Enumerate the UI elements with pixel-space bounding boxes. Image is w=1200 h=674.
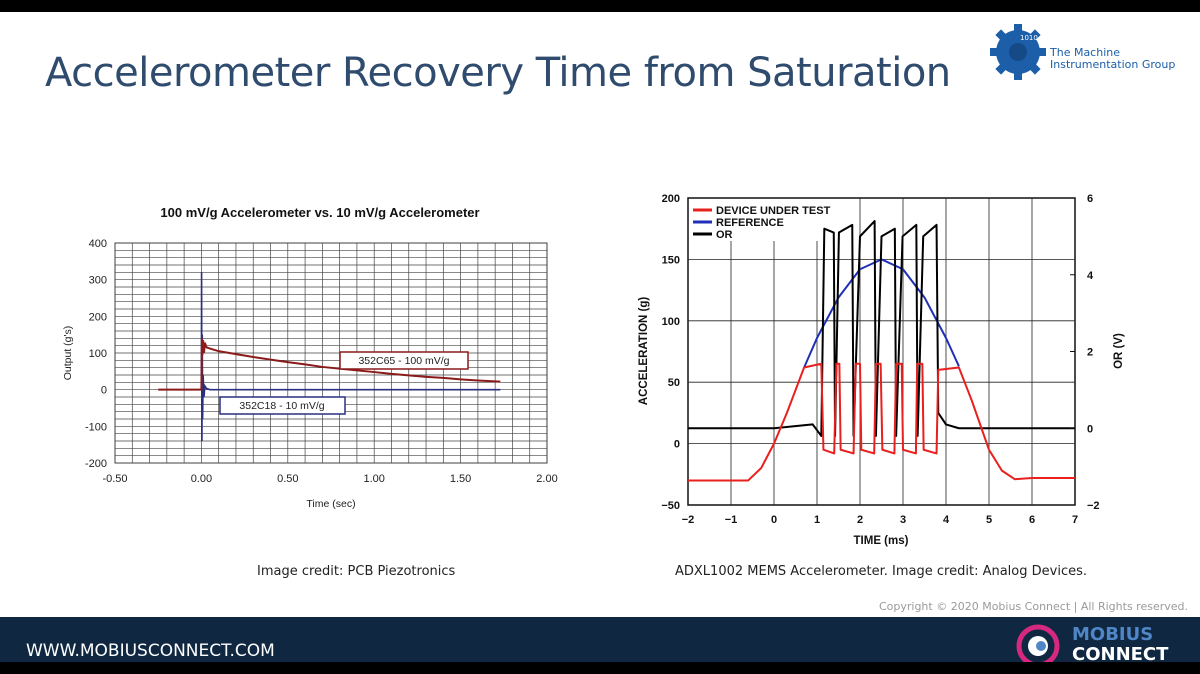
slide-title: Accelerometer Recovery Time from Saturat… (45, 50, 951, 96)
x-tick-label: 0.00 (191, 473, 212, 485)
y-tick-label: 200 (89, 311, 107, 323)
left-chart-xlabel: Time (sec) (306, 498, 355, 510)
mobius-connect-logo: MOBIUS CONNECT (1014, 622, 1194, 668)
y2-tick-label: 0 (1087, 423, 1093, 435)
series-line-or (688, 220, 1075, 437)
y-tick-label: 300 (89, 275, 107, 287)
x-tick-label: 4 (943, 514, 950, 526)
x-tick-label: 2 (857, 514, 863, 526)
logo-binary: 1010 01011 (1020, 34, 1063, 42)
right-chart-xlabel: TIME (ms) (854, 535, 909, 547)
gear-icon (990, 24, 1046, 80)
y-tick-label: 150 (662, 254, 680, 266)
y-tick-label: −50 (661, 500, 680, 512)
logo-line2: Instrumentation Group (1050, 58, 1176, 71)
right-chart-y2label: OR (V) (1113, 333, 1125, 369)
x-tick-label: 3 (900, 514, 906, 526)
y-tick-label: 400 (89, 238, 107, 250)
left-chart: 100 mV/g Accelerometer vs. 10 mV/g Accel… (62, 205, 558, 510)
caption-left: Image credit: PCB Piezotronics (257, 564, 456, 579)
x-tick-label: 6 (1029, 514, 1035, 526)
legend-label: REFERENCE (716, 217, 784, 229)
series-label-352c65: 352C65 - 100 mV/g (358, 355, 449, 367)
series-line-device-under-test (688, 362, 1075, 482)
y2-tick-label: 2 (1087, 347, 1093, 359)
y2-tick-label: 4 (1087, 270, 1094, 282)
x-tick-label: -0.50 (102, 473, 127, 485)
top-black-bar (0, 0, 1200, 12)
mobius-logo-line1: MOBIUS (1072, 624, 1154, 645)
x-tick-label: 1.50 (450, 473, 471, 485)
label-box-352c65 (339, 351, 469, 370)
right-chart-ylabel: ACCELERATION (g) (638, 297, 650, 406)
y-tick-label: 200 (662, 193, 680, 205)
mobius-logo-line2: CONNECT (1072, 644, 1169, 665)
x-tick-label: 1.00 (363, 473, 384, 485)
left-chart-title: 100 mV/g Accelerometer vs. 10 mV/g Accel… (160, 205, 479, 220)
legend-label: OR (716, 229, 733, 241)
logo-line1: The Machine (1050, 46, 1121, 59)
footer-url[interactable]: WWW.MOBIUSCONNECT.COM (26, 641, 275, 661)
y2-tick-label: −2 (1087, 500, 1100, 512)
caption-right: ADXL1002 MEMS Accelerometer. Image credi… (675, 564, 1087, 579)
y-tick-label: 50 (668, 377, 680, 389)
machine-instrumentation-group-logo: 1010 01011 The Machine Instrumentation G… (988, 22, 1193, 82)
y-tick-label: 100 (89, 348, 107, 360)
x-tick-label: 5 (986, 514, 992, 526)
series-label-352c18: 352C18 - 10 mV/g (239, 400, 324, 412)
legend-label: DEVICE UNDER TEST (716, 205, 831, 217)
x-tick-label: 0 (771, 514, 777, 526)
left-chart-ylabel: Output (g's) (62, 326, 74, 381)
y-tick-label: 0 (674, 439, 680, 451)
x-tick-label: 0.50 (277, 473, 298, 485)
x-tick-label: −1 (725, 514, 738, 526)
mobius-ring-icon (1016, 624, 1060, 668)
y-tick-label: -100 (85, 421, 107, 433)
copyright-text: Copyright © 2020 Mobius Connect | All Ri… (878, 600, 1188, 613)
bottom-black-bar (0, 662, 1200, 674)
right-chart: −2 −1 0 1 2 3 4 5 6 7 200 150 100 50 0 −50 6 4 2 0 −2 DEVICE… (638, 193, 1125, 547)
x-tick-label: 1 (814, 514, 820, 526)
y-tick-label: 100 (662, 316, 680, 328)
x-tick-label: 2.00 (536, 473, 557, 485)
series-line-352c18 (200, 272, 501, 442)
y-tick-label: -200 (85, 458, 107, 470)
x-tick-label: −2 (682, 514, 695, 526)
footer-bar (0, 617, 1200, 662)
series-line-352c65 (158, 338, 501, 391)
label-box-352c18 (219, 396, 346, 415)
y-tick-label: 0 (101, 385, 107, 397)
x-tick-label: 7 (1072, 514, 1078, 526)
y2-tick-label: 6 (1087, 193, 1093, 205)
